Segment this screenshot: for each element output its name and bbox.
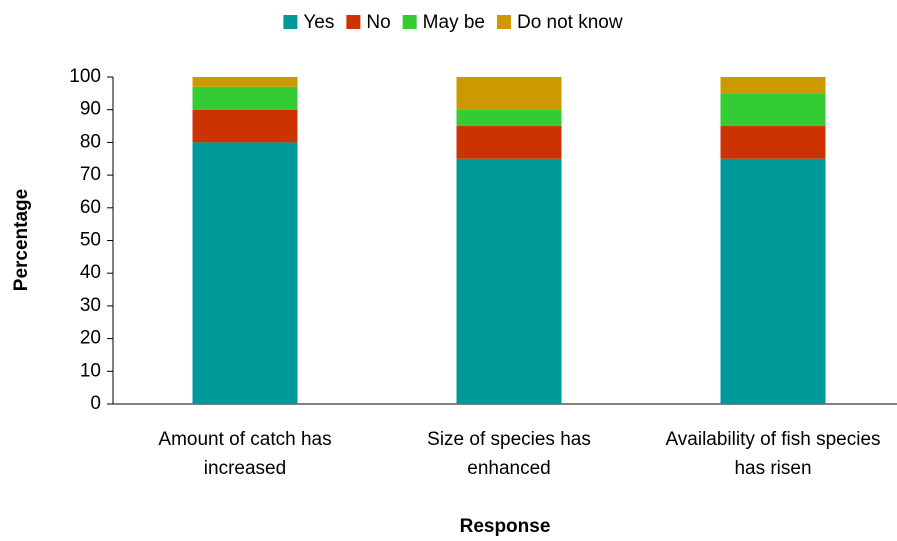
bar-segment (456, 109, 562, 127)
legend-label: Yes (303, 12, 334, 33)
x-tick-label: Amount of catch has increased (158, 429, 332, 479)
y-tick-label: 70 (80, 164, 101, 185)
bar-segment (720, 158, 826, 404)
bar-segment (192, 109, 298, 143)
bar-segment (720, 77, 826, 94)
y-tick-label: 100 (69, 66, 101, 87)
bar-segment (720, 126, 826, 159)
y-tick-label: 20 (80, 328, 101, 349)
x-tick-label: Availability of fish species has risen (665, 429, 881, 479)
y-tick-label: 40 (80, 262, 101, 283)
bar-segment (456, 77, 562, 110)
legend-swatch (402, 15, 417, 29)
bar-segment (192, 77, 298, 87)
y-tick-label: 0 (90, 393, 101, 414)
legend-swatch (496, 15, 511, 29)
y-tick-label: 30 (80, 295, 101, 316)
bar-segment (720, 93, 826, 127)
bar-segment (456, 158, 562, 404)
x-axis-title: Response (460, 516, 551, 537)
bar-segment (192, 142, 298, 404)
y-tick-label: 80 (80, 131, 101, 152)
bar-segment (192, 86, 298, 110)
x-tick-label: Size of species has enhanced (427, 429, 591, 479)
y-tick-label: 50 (80, 230, 101, 251)
legend-label: No (366, 12, 390, 33)
y-axis-title: Percentage (11, 189, 32, 291)
bar-segment (456, 126, 562, 159)
y-tick-label: 90 (80, 99, 101, 120)
legend-label: Do not know (517, 12, 623, 33)
y-tick-label: 60 (80, 197, 101, 218)
legend-label: May be (423, 12, 485, 33)
y-tick-label: 10 (80, 360, 101, 381)
legend-swatch (346, 15, 361, 29)
legend-swatch (283, 15, 298, 29)
